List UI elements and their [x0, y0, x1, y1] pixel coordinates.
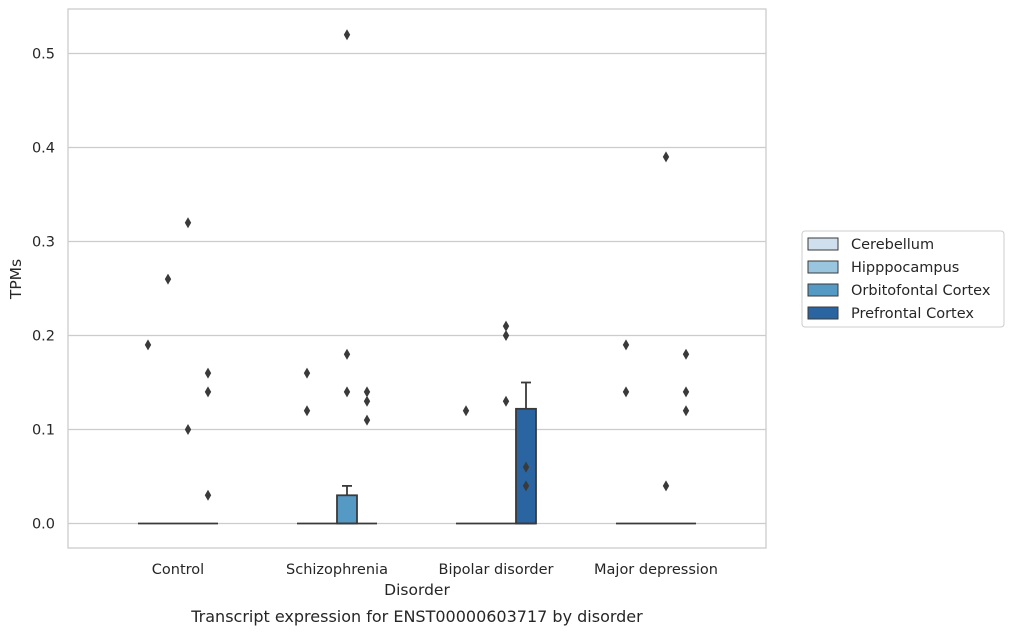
outlier-point — [682, 405, 690, 417]
outlier-point — [184, 217, 192, 229]
outlier-point — [204, 386, 212, 398]
x-tick-label: Bipolar disorder — [439, 562, 554, 578]
outlier-point — [622, 339, 630, 351]
outliers-layer — [144, 29, 690, 501]
outlier-point — [343, 29, 351, 41]
boxes-layer — [138, 381, 696, 525]
outlier-point — [164, 273, 172, 285]
x-tick-label: Control — [152, 562, 204, 578]
outlier-point — [682, 386, 690, 398]
outlier-point — [184, 424, 192, 435]
grid-layer — [68, 52, 766, 525]
legend: Cerebellum Hipppocampus Orbitofontal Corte… — [801, 230, 1005, 328]
outlier-point — [204, 367, 212, 379]
outlier-point — [343, 386, 351, 398]
legend-swatch — [807, 306, 839, 320]
outlier-point — [682, 348, 690, 360]
outlier-point — [343, 348, 351, 360]
outlier-point — [204, 489, 212, 501]
plot-frame — [67, 8, 767, 549]
x-axis-label: Disorder — [384, 581, 450, 599]
y-tick-label: 0.3 — [32, 235, 55, 251]
x-tick-labels: Control Schizophrenia Bipolar disorder Majo… — [152, 562, 718, 578]
legend-swatch — [807, 283, 839, 297]
y-tick-label: 0.4 — [32, 141, 55, 157]
y-tick-labels: 0.0 0.1 0.2 0.3 0.4 0.5 — [32, 47, 55, 533]
outlier-point — [363, 386, 371, 398]
y-tick-label: 0.5 — [32, 47, 55, 63]
legend-swatch — [807, 260, 839, 274]
outlier-point — [144, 339, 152, 351]
legend-label: Orbitofontal Cortex — [851, 283, 991, 299]
outlier-point — [303, 405, 311, 417]
y-axis-label: TPMs — [7, 259, 25, 300]
outlier-point — [363, 414, 371, 426]
outlier-point — [502, 320, 510, 332]
legend-frame — [801, 230, 1005, 328]
outlier-point — [662, 480, 670, 492]
x-tick-label: Schizophrenia — [286, 562, 388, 578]
outlier-point — [303, 367, 311, 379]
y-tick-label: 0.0 — [32, 517, 55, 533]
box — [336, 494, 358, 525]
outlier-point — [462, 405, 470, 417]
outlier-point — [622, 386, 630, 398]
y-tick-label: 0.2 — [32, 329, 55, 345]
chart-caption: Transcript expression for ENST0000060371… — [190, 607, 643, 626]
outlier-point — [502, 330, 510, 341]
x-tick-label: Major depression — [594, 562, 718, 578]
legend-swatch — [807, 237, 839, 251]
outlier-point — [363, 395, 371, 407]
outlier-point — [522, 480, 530, 492]
outlier-point — [662, 151, 670, 163]
outlier-point — [502, 395, 510, 407]
legend-label: Prefrontal Cortex — [851, 306, 974, 322]
outlier-point — [522, 461, 530, 473]
legend-label: Cerebellum — [851, 237, 934, 253]
y-tick-label: 0.1 — [32, 423, 55, 439]
legend-label: Hipppocampus — [851, 260, 959, 276]
